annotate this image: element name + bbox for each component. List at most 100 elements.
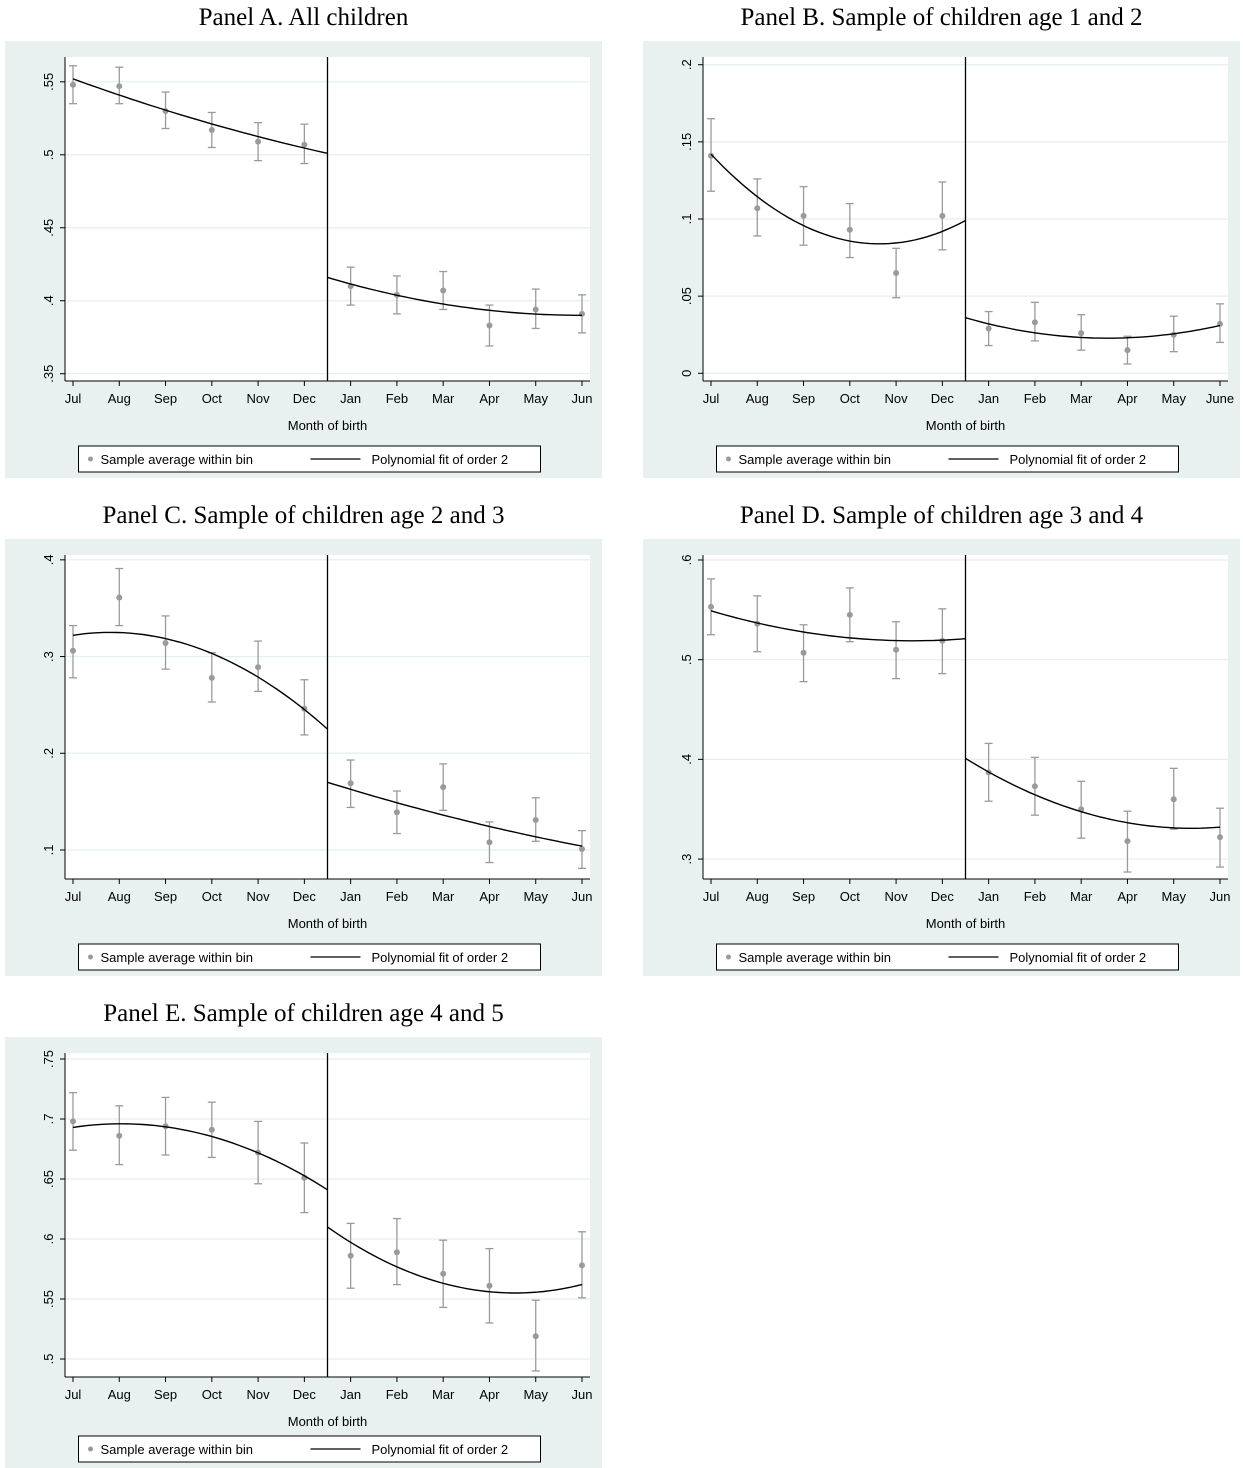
- fit-line-left: [710, 610, 966, 642]
- data-point-group: [938, 181, 947, 251]
- data-point-group: [1030, 756, 1039, 816]
- y-tick-label: .4: [41, 554, 56, 565]
- legend: Sample average within bin Polynomial fit …: [78, 943, 541, 971]
- legend-label-fit: Polynomial fit of order 2: [372, 1442, 509, 1457]
- y-tick-label: .4: [679, 754, 694, 765]
- legend: Sample average within bin Polynomial fit …: [716, 943, 1179, 971]
- data-point-group: [531, 797, 540, 842]
- x-tick-label: Feb: [386, 889, 408, 904]
- x-tick-label: Jun: [572, 391, 593, 406]
- chart-svg: 0 .05 .1 .15 .2 Jul Aug Sep Oct Nov Dec Jan Feb Mar Ap…: [679, 57, 1234, 473]
- x-tick-label: Nov: [885, 889, 909, 904]
- x-tick-label: Aug: [108, 889, 131, 904]
- y-tick-label: .1: [41, 845, 56, 856]
- x-tick-label: Oct: [202, 391, 223, 406]
- panel-title-e: Panel E. Sample of children age 4 and 5: [103, 1000, 504, 1027]
- legend-marker-point: [88, 1446, 93, 1452]
- data-point: [1031, 783, 1038, 790]
- legend-label-points: Sample average within bin: [101, 1442, 253, 1457]
- y-tick-label: .1: [679, 214, 694, 225]
- legend-label-points: Sample average within bin: [101, 950, 253, 965]
- data-point-group: [439, 1239, 448, 1309]
- x-tick-label: Aug: [746, 391, 769, 406]
- data-point-group: [485, 821, 494, 864]
- data-point: [1031, 319, 1038, 326]
- x-tick-label: Mar: [432, 1387, 455, 1402]
- legend-label-fit: Polynomial fit of order 2: [1010, 452, 1147, 467]
- x-tick-label: May: [523, 889, 548, 904]
- data-point: [70, 647, 76, 654]
- data-point-group: [346, 759, 355, 809]
- panel-c: .1 .2 .3 .4 Jul Aug Sep Oct Nov Dec Jan Feb Mar Apr Ma…: [5, 539, 602, 976]
- x-tick-label: Jul: [703, 889, 720, 904]
- x-tick-label: Jul: [65, 391, 82, 406]
- x-tick-label: Feb: [1024, 391, 1046, 406]
- x-tick-label: Oct: [202, 889, 223, 904]
- data-point-group: [799, 185, 808, 246]
- y-tick-label: .3: [41, 651, 56, 662]
- data-point-group: [799, 624, 808, 683]
- x-axis-title: Month of birth: [288, 1414, 368, 1429]
- data-point: [532, 1333, 539, 1340]
- data-point-group: [392, 1217, 401, 1286]
- x-tick-label: Jan: [340, 1387, 361, 1402]
- x-tick-label: Aug: [108, 391, 131, 406]
- y-tick-label: .55: [41, 1290, 56, 1308]
- legend-label-fit: Polynomial fit of order 2: [1010, 950, 1147, 965]
- data-point-group: [578, 829, 586, 870]
- data-point: [846, 611, 853, 618]
- data-point-group: [707, 578, 715, 636]
- x-tick-label: Jan: [978, 391, 999, 406]
- data-point-group: [115, 567, 124, 627]
- panel-e: .5 .55 .6 .65 .7 .75 Jul Aug Sep Oct Nov Dec Jan Feb M…: [5, 1037, 602, 1468]
- data-point: [208, 1126, 215, 1133]
- data-point: [939, 212, 946, 219]
- data-point: [70, 1118, 76, 1125]
- x-tick-label: Jul: [65, 889, 82, 904]
- legend: Sample average within bin Polynomial fit …: [716, 445, 1179, 473]
- data-point-group: [531, 288, 540, 330]
- data-point-group: [392, 790, 401, 835]
- data-point: [440, 287, 447, 294]
- data-point-group: [69, 624, 77, 679]
- y-tick-label: .45: [41, 219, 56, 237]
- legend-label-points: Sample average within bin: [739, 452, 891, 467]
- x-tick-label: Apr: [1117, 889, 1138, 904]
- data-point-group: [485, 1247, 494, 1324]
- x-tick-label: Jul: [65, 1387, 82, 1402]
- data-point: [255, 138, 262, 145]
- data-point-group: [1030, 301, 1039, 342]
- data-point: [440, 784, 447, 791]
- data-point-group: [346, 1222, 355, 1289]
- x-tick-label: Mar: [432, 391, 455, 406]
- data-point-group: [439, 270, 448, 311]
- x-tick-label: Oct: [202, 1387, 223, 1402]
- x-tick-label: Jul: [703, 391, 720, 406]
- y-tick-label: .05: [679, 287, 694, 305]
- fit-line-right: [965, 757, 1221, 829]
- data-point-group: [938, 608, 947, 675]
- y-tick-label: .6: [41, 1234, 56, 1245]
- data-point-group: [753, 178, 762, 237]
- fit-line-right: [965, 317, 1221, 339]
- legend-label-points: Sample average within bin: [739, 950, 891, 965]
- legend-box: [78, 943, 541, 971]
- legend-box: [78, 445, 541, 473]
- chart-svg: .35 .4 .45 .5 .55 Jul Aug Sep Oct Nov Dec Jan Feb Mar…: [41, 57, 593, 473]
- data-point-group: [161, 615, 170, 670]
- x-tick-label: Jan: [978, 889, 999, 904]
- x-tick-label: June: [1206, 391, 1234, 406]
- x-tick-label: Dec: [931, 889, 955, 904]
- data-point: [347, 1252, 354, 1259]
- data-point: [800, 649, 807, 656]
- data-point-group: [254, 122, 263, 162]
- x-tick-label: May: [1161, 391, 1186, 406]
- data-point-group: [1123, 810, 1132, 873]
- panel-d: .3 .4 .5 .6 Jul Aug Sep Oct Nov Dec Jan Feb Mar Apr Ma…: [643, 539, 1240, 976]
- data-point: [162, 640, 169, 647]
- data-point-group: [69, 1091, 77, 1151]
- data-point-group: [439, 763, 448, 811]
- data-point-group: [1216, 807, 1224, 868]
- fit-line-right: [327, 781, 583, 847]
- y-tick-label: .3: [679, 854, 694, 865]
